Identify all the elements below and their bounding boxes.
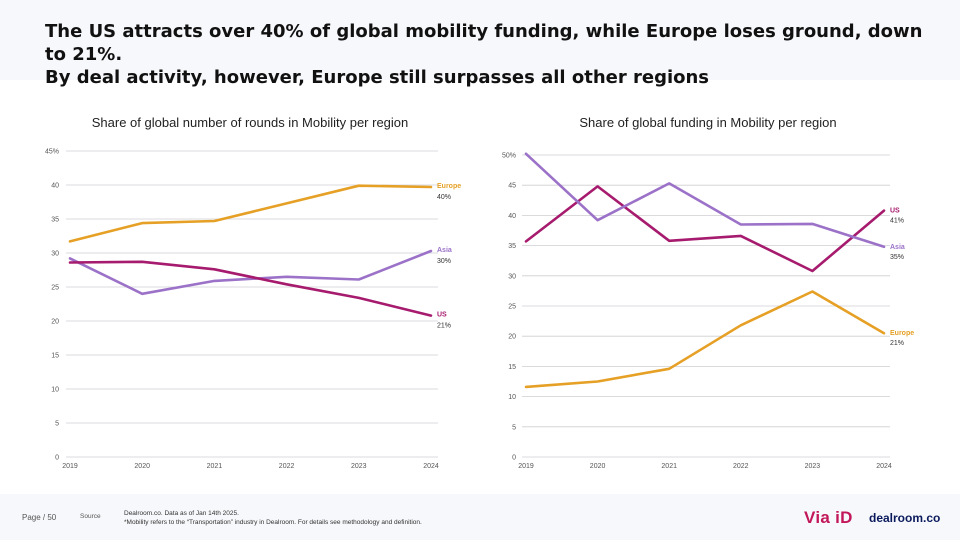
y-tick-label: 45% xyxy=(45,149,59,156)
header-band xyxy=(0,0,960,80)
series-line-europe[interactable] xyxy=(524,290,886,389)
chart-title: Share of global funding in Mobility per … xyxy=(579,115,836,130)
x-tick-label: 2020 xyxy=(590,463,606,470)
series-value-label-asia: 35% xyxy=(890,254,904,261)
series-value-label-europe: 21% xyxy=(890,340,904,347)
series-value-label-us: 41% xyxy=(890,218,904,225)
y-tick-label: 15 xyxy=(508,364,516,371)
series-name-label-europe: Europe xyxy=(437,183,461,190)
y-tick-label: 50% xyxy=(502,153,516,160)
via-id-logo[interactable]: Via iD xyxy=(804,508,853,527)
series-name-label-asia: Asia xyxy=(437,247,452,254)
chart-title: Share of global number of rounds in Mobi… xyxy=(92,115,409,130)
funding-share-chart: Share of global funding in Mobility per … xyxy=(502,115,914,470)
source-note: Dealroom.co. Data as of Jan 14th 2025. *… xyxy=(124,509,422,527)
series-value-label-asia: 30% xyxy=(437,258,451,265)
x-tick-label: 2019 xyxy=(518,463,534,470)
y-tick-label: 20 xyxy=(508,334,516,341)
y-tick-label: 35 xyxy=(508,243,516,250)
series-line-asia[interactable] xyxy=(68,249,433,296)
series-name-label-europe: Europe xyxy=(890,330,914,337)
y-tick-label: 5 xyxy=(55,421,59,428)
x-tick-label: 2020 xyxy=(134,463,150,470)
x-tick-label: 2023 xyxy=(351,463,367,470)
y-tick-label: 40 xyxy=(508,213,516,220)
x-tick-label: 2023 xyxy=(805,463,821,470)
y-tick-label: 25 xyxy=(508,304,516,311)
y-tick-label: 30 xyxy=(51,251,59,258)
series-name-label-asia: Asia xyxy=(890,244,905,251)
y-tick-label: 30 xyxy=(508,273,516,280)
y-tick-label: 5 xyxy=(512,424,516,431)
page-title-line-2: By deal activity, however, Europe still … xyxy=(45,67,710,88)
y-tick-label: 10 xyxy=(51,387,59,394)
y-tick-label: 45 xyxy=(508,183,516,190)
series-name-label-us: US xyxy=(437,312,447,319)
y-tick-label: 40 xyxy=(51,183,59,190)
rounds-share-chart: Share of global number of rounds in Mobi… xyxy=(45,115,461,470)
series-name-label-us: US xyxy=(890,208,900,215)
page-title-line-1: The US attracts over 40% of global mobil… xyxy=(45,21,923,65)
x-tick-label: 2024 xyxy=(876,463,892,470)
page-number: Page / 50 xyxy=(22,513,57,522)
series-value-label-europe: 40% xyxy=(437,194,451,201)
y-tick-label: 35 xyxy=(51,217,59,224)
x-tick-label: 2022 xyxy=(279,463,295,470)
footer-band xyxy=(0,494,960,540)
y-tick-label: 0 xyxy=(512,455,516,462)
y-tick-label: 20 xyxy=(51,319,59,326)
x-tick-label: 2024 xyxy=(423,463,439,470)
y-tick-label: 25 xyxy=(51,285,59,292)
page-title: The US attracts over 40% of global mobil… xyxy=(45,20,945,89)
x-tick-label: 2022 xyxy=(733,463,749,470)
x-tick-label: 2019 xyxy=(62,463,78,470)
y-tick-label: 15 xyxy=(51,353,59,360)
x-tick-label: 2021 xyxy=(207,463,223,470)
dealroom-logo[interactable]: dealroom.co xyxy=(869,511,941,525)
source-line-1: Dealroom.co. Data as of Jan 14th 2025. xyxy=(124,510,239,517)
series-value-label-us: 21% xyxy=(437,323,451,330)
y-tick-label: 10 xyxy=(508,394,516,401)
source-label: Source xyxy=(80,513,101,520)
series-line-us[interactable] xyxy=(524,185,886,273)
x-tick-label: 2021 xyxy=(661,463,677,470)
series-line-asia[interactable] xyxy=(524,152,886,249)
series-line-europe[interactable] xyxy=(68,184,433,243)
y-tick-label: 0 xyxy=(55,455,59,462)
source-line-2: *Mobility refers to the “Transportation”… xyxy=(124,519,422,526)
series-line-us[interactable] xyxy=(68,260,433,317)
